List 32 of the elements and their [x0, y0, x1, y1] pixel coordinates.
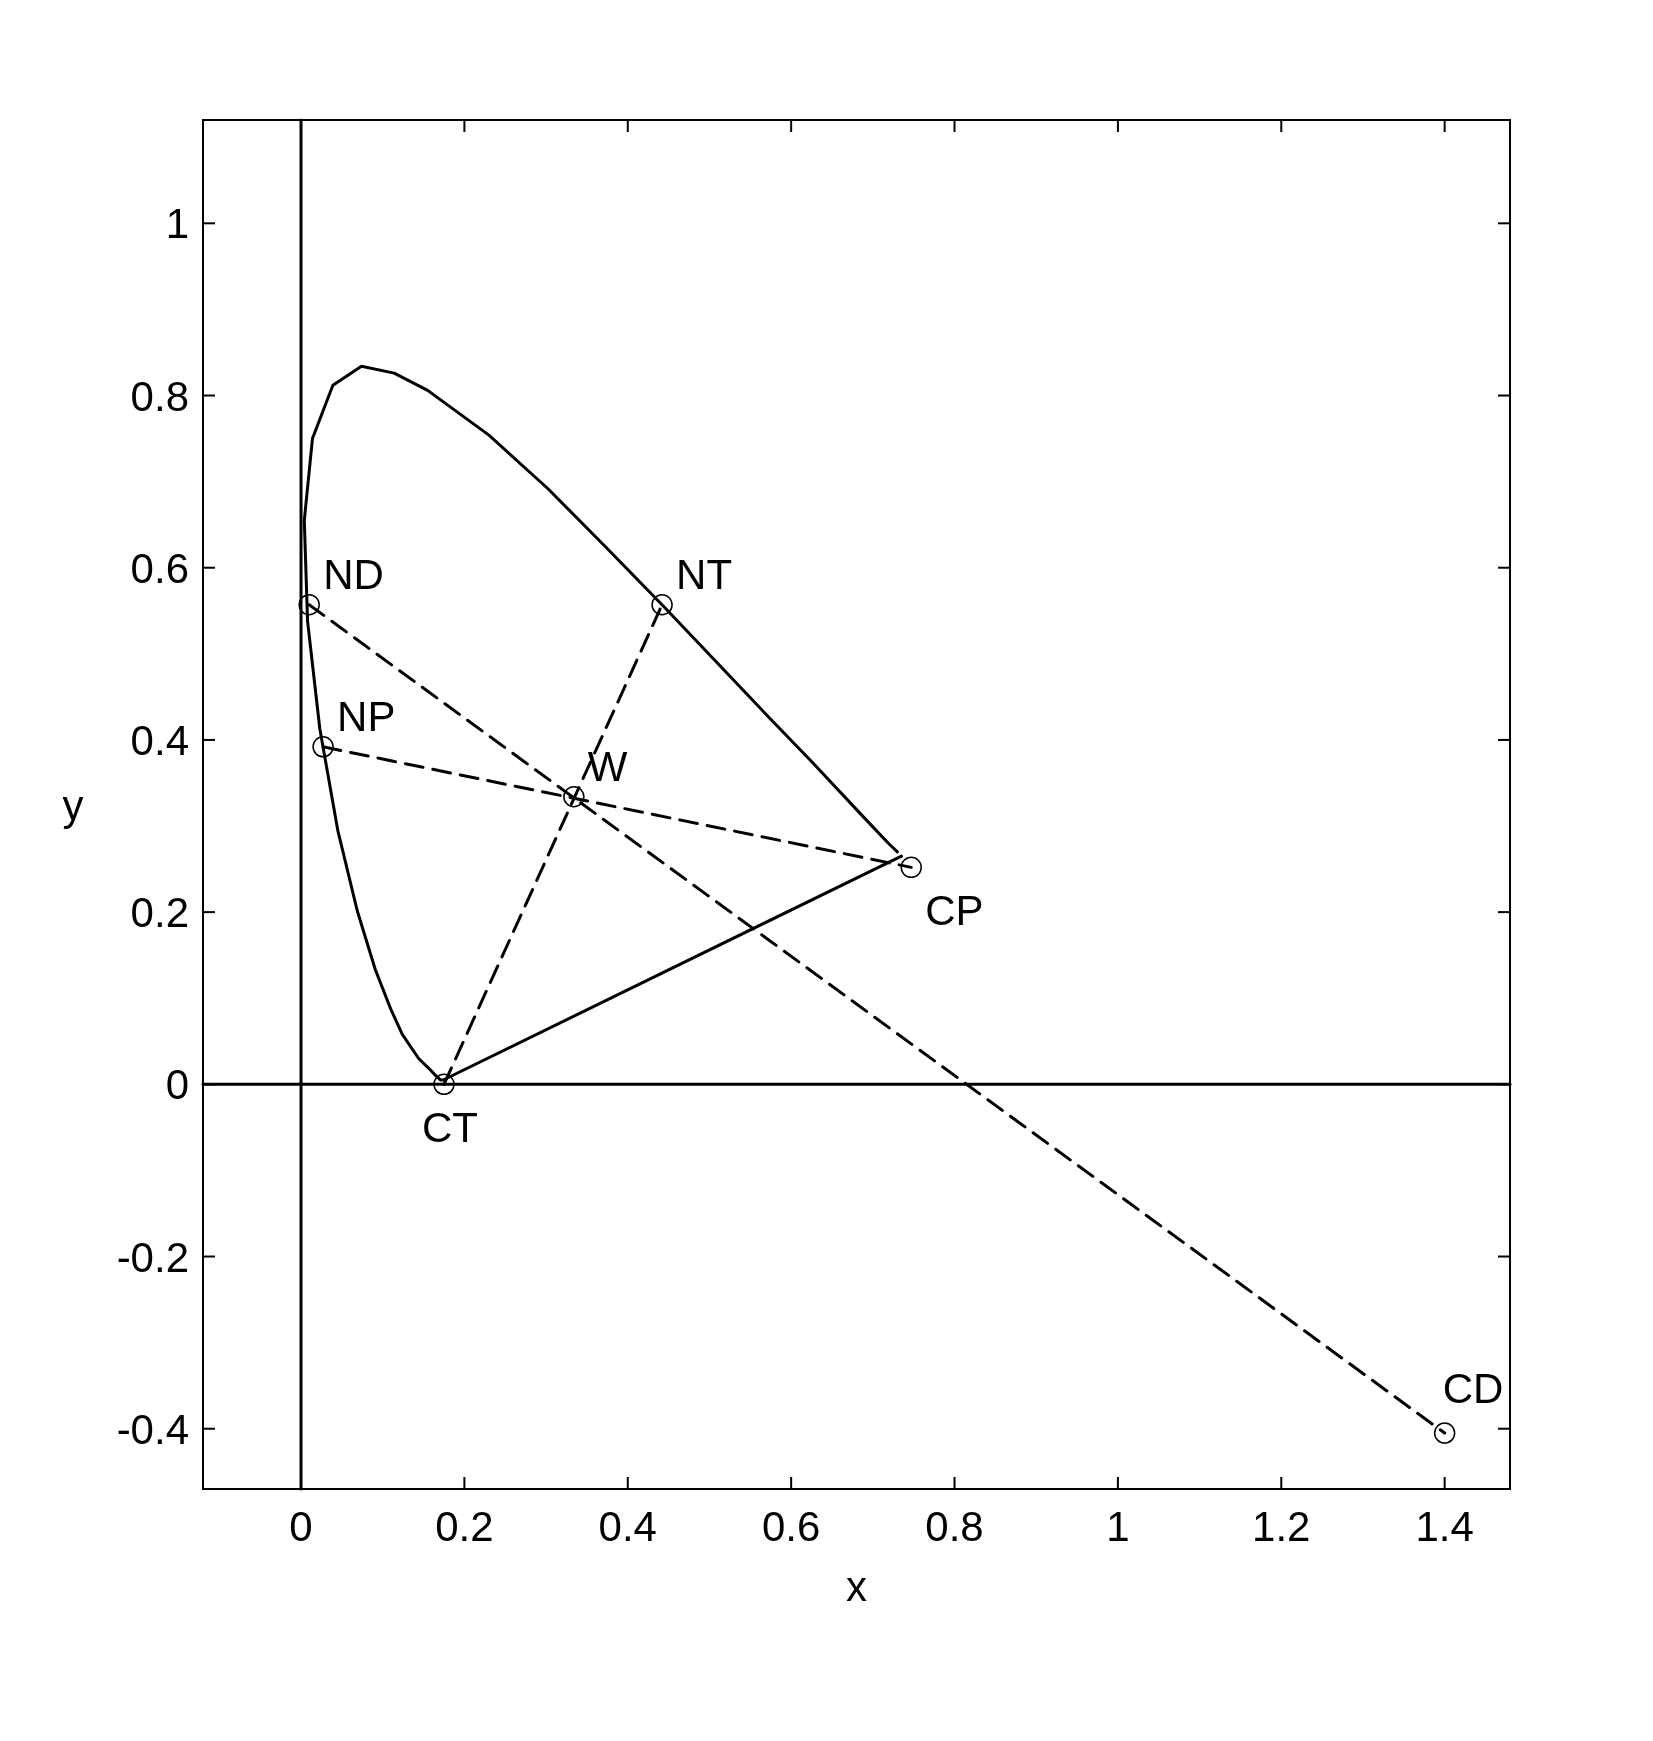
point	[298, 594, 320, 616]
point	[433, 1073, 455, 1096]
point	[312, 736, 334, 758]
annotation: W	[587, 742, 628, 790]
x-axis-title: x	[846, 1563, 867, 1610]
x-tick-label: 1	[1106, 1503, 1130, 1550]
y-tick-label: -0.2	[116, 1233, 189, 1281]
annotation: NT	[676, 550, 733, 598]
y-axis-title: y	[62, 781, 84, 829]
annotation: CT	[421, 1104, 478, 1152]
x-tick-label: 0	[289, 1503, 313, 1550]
annotation: NP	[337, 692, 396, 740]
x-tick-label: 1.2	[1252, 1503, 1311, 1550]
x-tick-label: 0.4	[598, 1503, 657, 1550]
point	[651, 594, 673, 616]
y-tick-label: 0	[165, 1061, 189, 1109]
point	[900, 856, 922, 879]
annotation: CP	[925, 887, 984, 935]
y-tick-label: 0.2	[130, 889, 189, 937]
x-tick-label: 0.8	[925, 1503, 984, 1550]
y-tick-label: 0.4	[130, 716, 189, 764]
point	[563, 786, 585, 808]
x-tick-label: 0.6	[761, 1503, 821, 1550]
y-tick-label: -0.4	[116, 1405, 189, 1453]
annotation: CD	[1442, 1365, 1504, 1413]
y-tick-label: 0.8	[130, 372, 189, 420]
x-tick-label: 1.4	[1415, 1503, 1474, 1550]
x-tick-label: 0.2	[435, 1503, 494, 1550]
y-tick-label: 1	[165, 200, 189, 248]
point	[1433, 1422, 1456, 1444]
y-tick-label: 0.6	[130, 544, 189, 592]
annotation: ND	[323, 550, 384, 598]
